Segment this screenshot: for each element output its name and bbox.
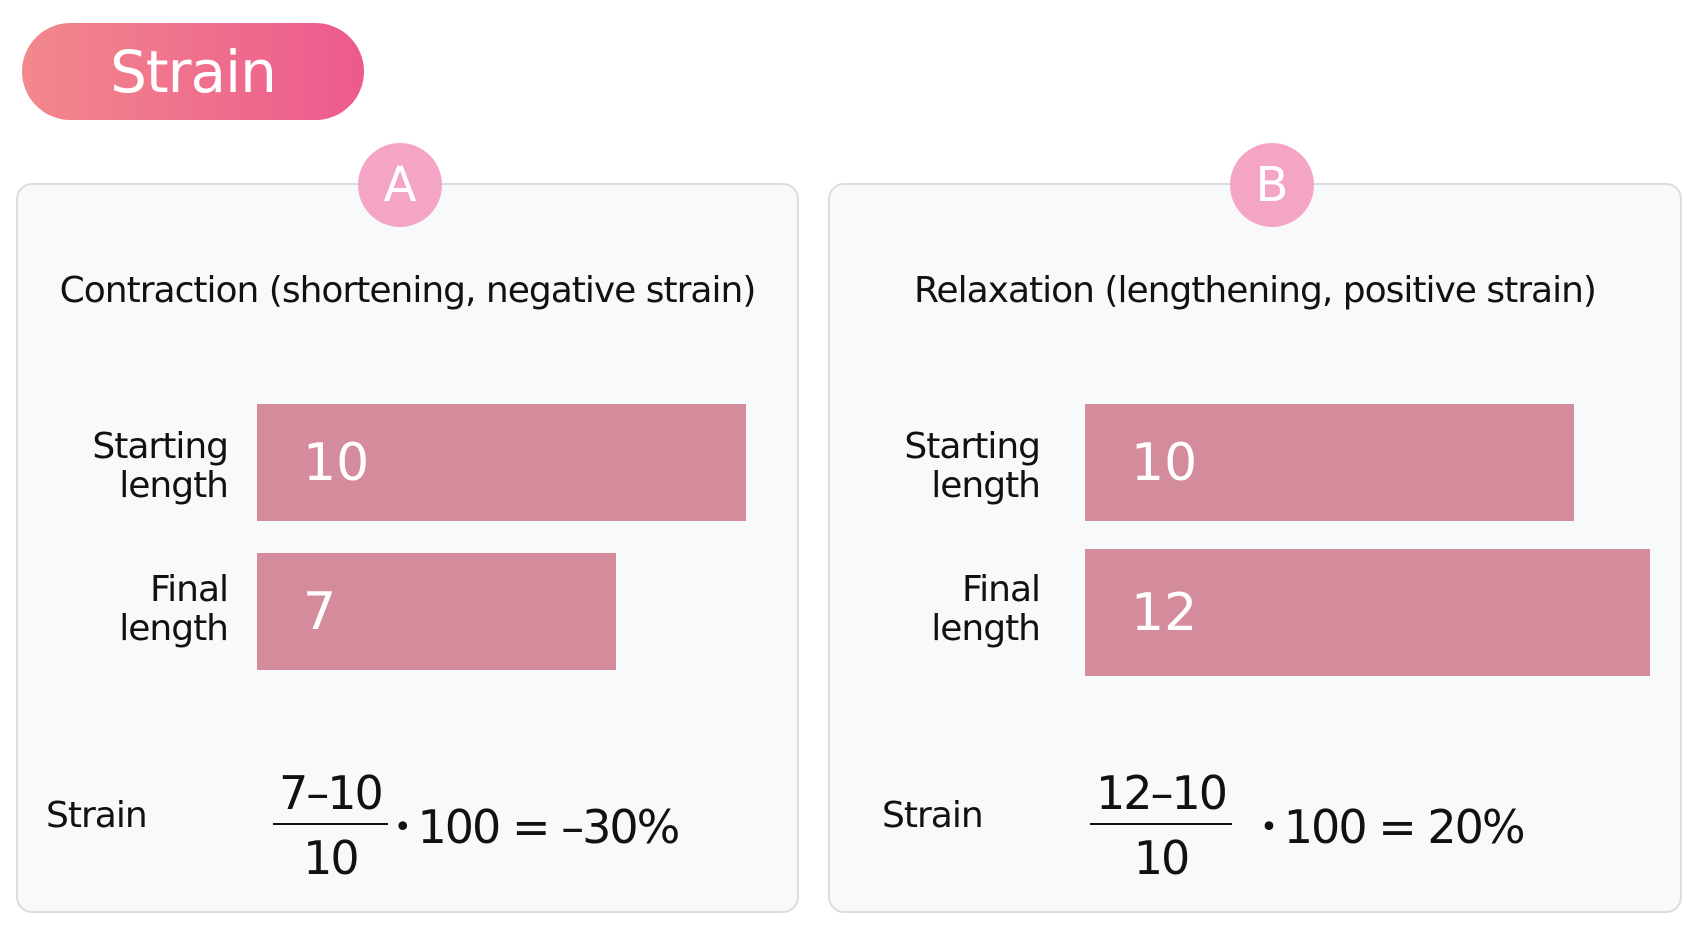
final-length-label: Final length [931,569,1041,649]
starting-length-label: Starting length [904,426,1041,506]
starting-length-bar: 10 [257,404,746,521]
panel-badge-a: A [358,143,442,227]
starting-length-value: 10 [303,432,370,493]
formula-result: 100 = –30% [417,800,681,854]
multiply-dot: • [1260,809,1278,845]
final-length-value: 7 [303,581,337,642]
strain-formula: 7–10 10 • 100 = –30% [273,765,681,889]
panel-relaxation: B Relaxation (lengthening, positive stra… [828,143,1682,913]
page-title: Strain [110,37,277,106]
final-length-bar: 12 [1085,549,1650,676]
panel-contraction: A Contraction (shortening, negative stra… [16,143,799,913]
strain-label: Strain [46,795,148,836]
panel-heading: Contraction (shortening, negative strain… [59,270,757,311]
final-length-value: 12 [1131,582,1198,643]
starting-length-value: 10 [1131,432,1198,493]
formula-numerator: 12–10 [1090,765,1233,825]
multiply-dot: • [393,809,412,845]
formula-result: 100 = 20% [1283,800,1526,854]
final-length-bar: 7 [257,553,616,670]
final-length-label: Final length [119,569,229,649]
panel-badge-b: B [1230,143,1314,227]
starting-length-bar: 10 [1085,404,1574,521]
title-pill: Strain [22,23,364,120]
formula-fraction: 12–10 10 [1090,765,1233,889]
starting-length-label: Starting length [92,426,229,506]
formula-denominator: 10 [1133,831,1191,885]
formula-denominator: 10 [303,831,360,885]
strain-label: Strain [882,795,984,836]
formula-fraction: 7–10 10 [273,765,388,889]
formula-numerator: 7–10 [273,765,388,825]
panel-heading: Relaxation (lengthening, positive strain… [914,270,1597,311]
strain-formula: 12–10 10 • 100 = 20% [1090,765,1526,889]
